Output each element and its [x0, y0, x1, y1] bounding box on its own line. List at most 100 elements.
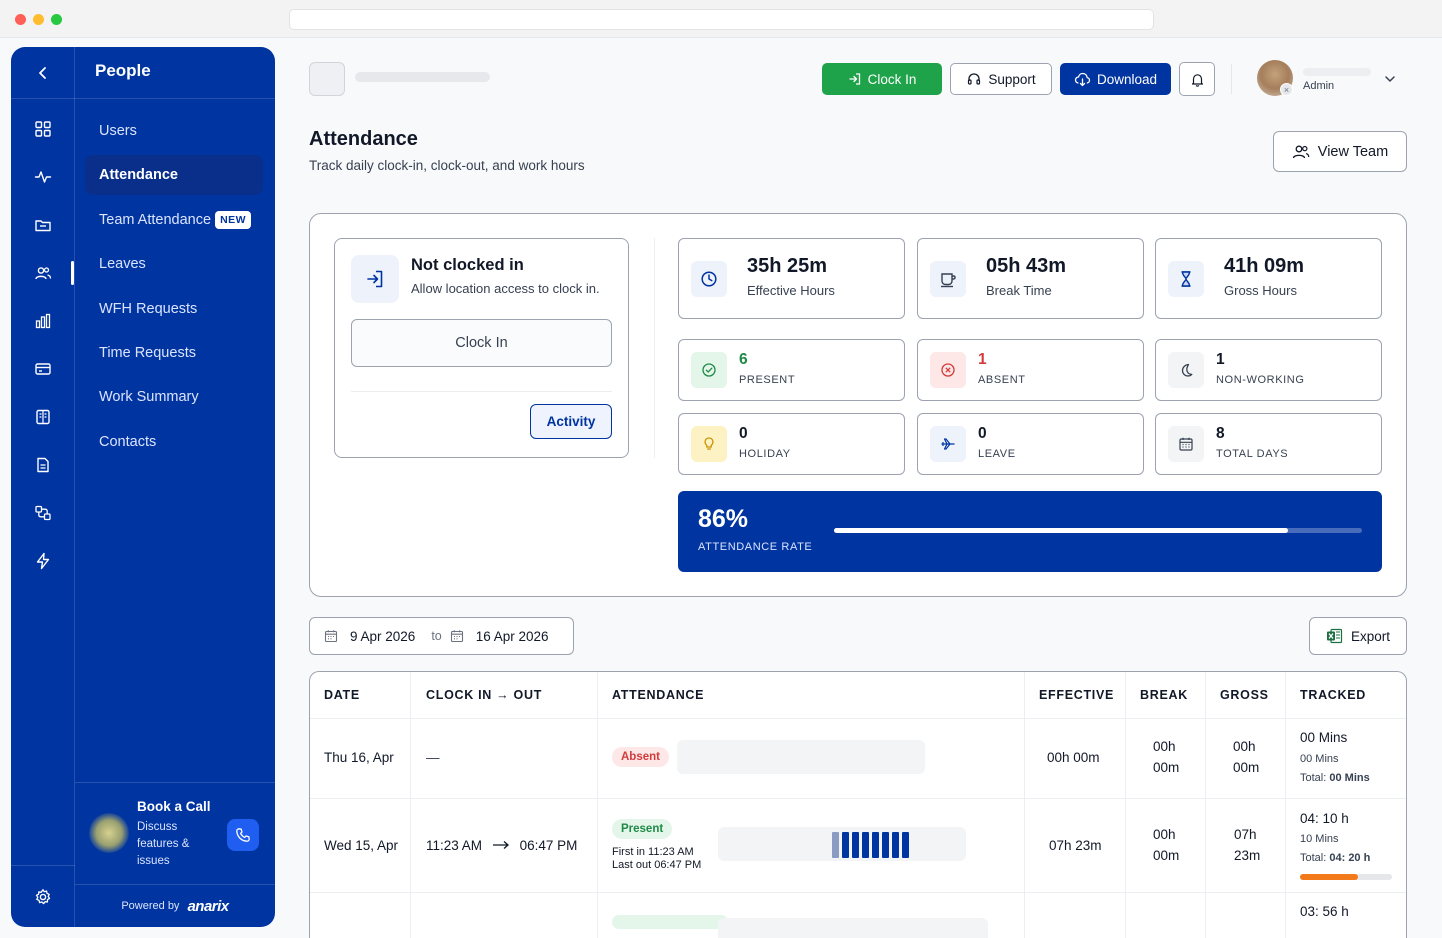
- export-button[interactable]: Export: [1309, 617, 1407, 655]
- sidebar-item-work-summary[interactable]: Work Summary: [85, 377, 263, 417]
- view-team-button[interactable]: View Team: [1273, 131, 1407, 172]
- minimize-window-button[interactable]: [33, 14, 44, 25]
- grid-icon[interactable]: [31, 117, 55, 141]
- total-label: Total:: [1300, 772, 1327, 784]
- sidebar-item-wfh-requests[interactable]: WFH Requests: [85, 289, 263, 329]
- login-icon: [367, 270, 383, 288]
- user-menu-toggle[interactable]: [1383, 72, 1397, 91]
- sidebar-item-time-requests[interactable]: Time Requests: [85, 333, 263, 373]
- collapse-sidebar-button[interactable]: [11, 47, 75, 99]
- tracked-progress-bar: [1300, 874, 1392, 880]
- sidebar-item-users[interactable]: Users: [85, 111, 263, 151]
- support-button[interactable]: Support: [950, 63, 1052, 95]
- cloud-download-icon: [1074, 72, 1091, 86]
- activity-button[interactable]: Activity: [530, 404, 612, 439]
- column-header-gross[interactable]: GROSS: [1220, 688, 1269, 702]
- icon-rail: [11, 47, 75, 927]
- avatar-status-icon: ×: [1280, 83, 1293, 96]
- card-icon[interactable]: [31, 357, 55, 381]
- support-label: Support: [988, 71, 1036, 87]
- x-circle-icon: [930, 352, 966, 388]
- row-tracked-total: Total: 00 Mins: [1300, 772, 1370, 784]
- hourglass-icon: [1168, 261, 1204, 297]
- first-in: First in 11:23 AM: [612, 846, 694, 858]
- address-bar[interactable]: [289, 9, 1154, 30]
- divider: [75, 98, 275, 99]
- book-icon[interactable]: [31, 405, 55, 429]
- clock-in-button[interactable]: Clock In: [351, 319, 612, 367]
- moon-icon: [1168, 352, 1204, 388]
- row-gross-hours: 00h: [1233, 739, 1256, 754]
- notifications-button[interactable]: [1179, 62, 1215, 96]
- divider: [410, 672, 411, 938]
- status-badge: Present: [612, 819, 673, 839]
- window-titlebar: [0, 0, 1442, 38]
- user-role: Admin: [1303, 80, 1335, 92]
- app: People Users Attendance Team Attendance N…: [0, 38, 1442, 938]
- header-clock-in-button[interactable]: Clock In: [822, 63, 942, 95]
- column-header-break[interactable]: BREAK: [1140, 688, 1188, 702]
- sidebar-item-attendance[interactable]: Attendance: [85, 155, 263, 195]
- divider: [654, 238, 655, 458]
- divider: [310, 892, 1406, 893]
- gross-hours-card: 41h 09m Gross Hours: [1155, 238, 1382, 319]
- chevron-down-icon: [1385, 76, 1395, 82]
- sidebar-item-label: WFH Requests: [99, 301, 198, 317]
- row-gross-minutes: 23m: [1234, 848, 1261, 863]
- bell-icon: [1191, 73, 1203, 87]
- date-range-picker[interactable]: 9 Apr 2026 to 16 Apr 2026: [309, 617, 574, 655]
- clock-in-status-icon: [351, 255, 399, 303]
- sidebar-nav: People Users Attendance Team Attendance N…: [75, 47, 275, 927]
- activity-icon[interactable]: [31, 165, 55, 189]
- divider: [1285, 672, 1286, 938]
- effective-hours-value: 35h 25m: [747, 255, 828, 277]
- attendance-summary-panel: Not clocked in Allow location access to …: [309, 213, 1407, 597]
- row-break-hours: 00h: [1153, 827, 1176, 842]
- maximize-window-button[interactable]: [51, 14, 62, 25]
- settings-button[interactable]: [11, 865, 75, 927]
- attendance-rate-card: 86% ATTENDANCE RATE: [678, 491, 1382, 572]
- row-tracked: 00 Mins: [1300, 730, 1348, 745]
- clock-icon: [691, 261, 727, 297]
- divider: [1024, 672, 1025, 938]
- sidebar-title: People: [95, 61, 151, 80]
- sidebar-item-label: Work Summary: [99, 389, 199, 405]
- row-gross-minutes: 00m: [1233, 760, 1260, 775]
- plane-icon: [930, 426, 966, 462]
- column-header-tracked[interactable]: TRACKED: [1300, 688, 1367, 702]
- bar-chart-icon[interactable]: [31, 309, 55, 333]
- sidebar-item-contacts[interactable]: Contacts: [85, 422, 263, 462]
- call-button[interactable]: [227, 819, 259, 851]
- column-header-clock[interactable]: CLOCK IN → OUT: [426, 688, 543, 702]
- users-icon[interactable]: [31, 261, 55, 285]
- divider: [310, 718, 1406, 719]
- book-a-call-card: Book a Call Discuss features & issues: [75, 782, 275, 884]
- export-label: Export: [1350, 628, 1391, 644]
- sidebar-item-leaves[interactable]: Leaves: [85, 244, 263, 284]
- row-gross-hours: 07h: [1234, 827, 1257, 842]
- attendance-table: DATE CLOCK IN → OUT ATTENDANCE EFFECTIVE…: [309, 671, 1407, 938]
- gross-hours-value: 41h 09m: [1224, 255, 1305, 277]
- document-icon[interactable]: [31, 453, 55, 477]
- book-call-title: Book a Call: [137, 799, 211, 814]
- close-window-button[interactable]: [15, 14, 26, 25]
- sidebar-item-team-attendance[interactable]: Team Attendance NEW: [85, 200, 263, 240]
- timeline-segment: [892, 832, 899, 858]
- column-header-effective[interactable]: EFFECTIVE: [1039, 688, 1115, 702]
- sidebar-item-label: Users: [99, 123, 137, 139]
- calendar-icon: [1168, 426, 1204, 462]
- timeline-segment: [882, 832, 889, 858]
- download-button[interactable]: Download: [1060, 63, 1171, 95]
- divider: [1205, 672, 1206, 938]
- date-to-separator: to: [431, 629, 442, 643]
- tracked-progress-fill: [1300, 874, 1358, 880]
- flow-icon[interactable]: [31, 501, 55, 525]
- sidebar-item-label: Leaves: [99, 256, 146, 272]
- lightning-icon[interactable]: [31, 549, 55, 573]
- column-header-attendance[interactable]: ATTENDANCE: [612, 688, 705, 702]
- phone-icon: [236, 828, 250, 842]
- attendance-timeline: [718, 827, 966, 861]
- arrow-right-icon: [492, 841, 509, 849]
- column-header-date[interactable]: DATE: [324, 688, 360, 702]
- folder-icon[interactable]: [31, 213, 55, 237]
